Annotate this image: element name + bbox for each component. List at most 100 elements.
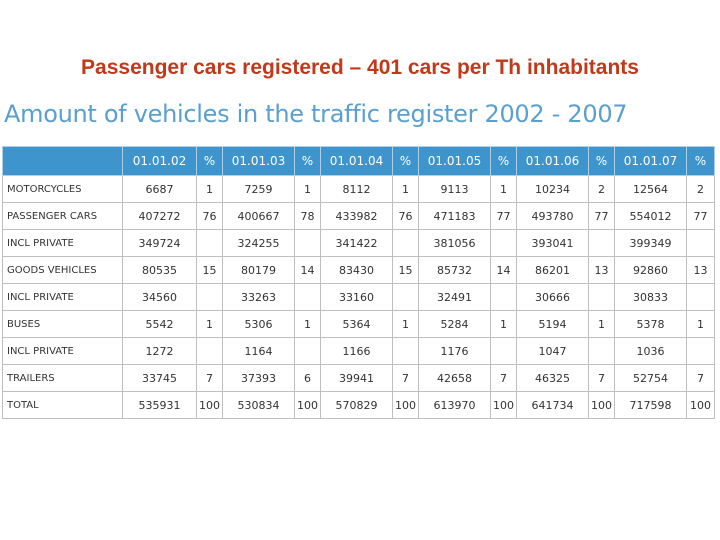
table-cell: 493780 — [516, 202, 589, 230]
table-cell: 15 — [196, 256, 223, 284]
table-cell — [392, 337, 419, 365]
table-cell: 1 — [686, 310, 715, 338]
table-cell: 1 — [588, 310, 615, 338]
table-cell: 100 — [392, 391, 419, 419]
slide-title: Passenger cars registered – 401 cars per… — [81, 56, 639, 79]
header-date: 01.01.06 — [516, 146, 589, 176]
table-header-row: 01.01.02% 01.01.03% 01.01.04% 01.01.05% 01.0… — [2, 146, 715, 176]
table-row: MOTORCYCLES 6687 1 7259 1 8112 1 9113 1 10234 2 125… — [2, 175, 715, 203]
table-cell: 77 — [686, 202, 715, 230]
table-cell — [686, 229, 715, 257]
table-cell — [196, 283, 223, 311]
table-cell: 381056 — [418, 229, 491, 257]
table-cell — [686, 283, 715, 311]
table-cell: 10234 — [516, 175, 589, 203]
table-cell: 535931 — [122, 391, 197, 419]
table-cell: 13 — [588, 256, 615, 284]
table-cell: 1176 — [418, 337, 491, 365]
row-label: GOODS VEHICLES — [2, 256, 123, 284]
header-percent: % — [588, 146, 615, 176]
table-cell: 80535 — [122, 256, 197, 284]
table-cell: 78 — [294, 202, 321, 230]
table-cell: 7259 — [222, 175, 295, 203]
table-cell: 1272 — [122, 337, 197, 365]
table-cell — [490, 229, 517, 257]
table-cell: 80179 — [222, 256, 295, 284]
row-label: MOTORCYCLES — [2, 175, 123, 203]
row-label: INCL PRIVATE — [2, 283, 123, 311]
row-label: BUSES — [2, 310, 123, 338]
row-label: PASSENGER CARS — [2, 202, 123, 230]
row-label: TOTAL — [2, 391, 123, 419]
table-cell: 471183 — [418, 202, 491, 230]
table-cell — [588, 229, 615, 257]
table-cell: 37393 — [222, 364, 295, 392]
table-cell: 407272 — [122, 202, 197, 230]
table-cell: 1047 — [516, 337, 589, 365]
table-cell: 554012 — [614, 202, 687, 230]
table-cell — [294, 283, 321, 311]
table-cell — [490, 337, 517, 365]
table-cell: 570829 — [320, 391, 393, 419]
table-cell: 83430 — [320, 256, 393, 284]
table-row: GOODS VEHICLES 80535 15 80179 14 83430 15 85732… — [2, 256, 715, 284]
table-cell: 100 — [588, 391, 615, 419]
table-cell: 5284 — [418, 310, 491, 338]
table-cell: 530834 — [222, 391, 295, 419]
table-cell: 7 — [490, 364, 517, 392]
table-cell: 77 — [490, 202, 517, 230]
table-cell: 1 — [294, 175, 321, 203]
table-cell: 46325 — [516, 364, 589, 392]
table-cell: 399349 — [614, 229, 687, 257]
table-cell: 100 — [294, 391, 321, 419]
table-cell — [294, 229, 321, 257]
table-cell: 1036 — [614, 337, 687, 365]
table-cell — [196, 229, 223, 257]
table-cell: 5542 — [122, 310, 197, 338]
table-cell: 1 — [490, 175, 517, 203]
table-cell — [294, 337, 321, 365]
table-cell: 13 — [686, 256, 715, 284]
table-cell: 52754 — [614, 364, 687, 392]
table-cell: 76 — [392, 202, 419, 230]
table-cell: 30833 — [614, 283, 687, 311]
row-label: TRAILERS — [2, 364, 123, 392]
table-cell: 76 — [196, 202, 223, 230]
table-cell: 8112 — [320, 175, 393, 203]
header-percent: % — [490, 146, 517, 176]
table-cell: 6687 — [122, 175, 197, 203]
table-cell — [588, 283, 615, 311]
header-date: 01.01.03 — [222, 146, 295, 176]
table-cell: 14 — [490, 256, 517, 284]
table-cell: 1 — [196, 310, 223, 338]
row-label: INCL PRIVATE — [2, 337, 123, 365]
table-cell: 92860 — [614, 256, 687, 284]
table-cell: 7 — [392, 364, 419, 392]
table-cell: 613970 — [418, 391, 491, 419]
table-cell: 2 — [686, 175, 715, 203]
table-cell — [588, 337, 615, 365]
table-cell: 349724 — [122, 229, 197, 257]
table-cell: 100 — [490, 391, 517, 419]
table-row: INCL PRIVATE 34560 33263 33160 32491 30666 308… — [2, 283, 715, 311]
table-cell: 85732 — [418, 256, 491, 284]
table-cell: 5194 — [516, 310, 589, 338]
table-cell: 7 — [686, 364, 715, 392]
table-cell: 6 — [294, 364, 321, 392]
table-subtitle: Amount of vehicles in the traffic regist… — [4, 100, 628, 128]
table-cell: 1 — [294, 310, 321, 338]
table-cell: 100 — [686, 391, 715, 419]
table-cell: 77 — [588, 202, 615, 230]
table-row: BUSES 5542 1 5306 1 5364 1 5284 1 5194 1 5378 1 — [2, 310, 715, 338]
table-cell — [490, 283, 517, 311]
table-cell: 393041 — [516, 229, 589, 257]
table-row: INCL PRIVATE 1272 1164 1166 1176 1047 1036 — [2, 337, 715, 365]
row-label: INCL PRIVATE — [2, 229, 123, 257]
table-cell: 1 — [490, 310, 517, 338]
table-cell: 1 — [392, 310, 419, 338]
table-cell: 100 — [196, 391, 223, 419]
table-cell: 33160 — [320, 283, 393, 311]
table-cell: 341422 — [320, 229, 393, 257]
header-date: 01.01.05 — [418, 146, 491, 176]
table-cell: 30666 — [516, 283, 589, 311]
